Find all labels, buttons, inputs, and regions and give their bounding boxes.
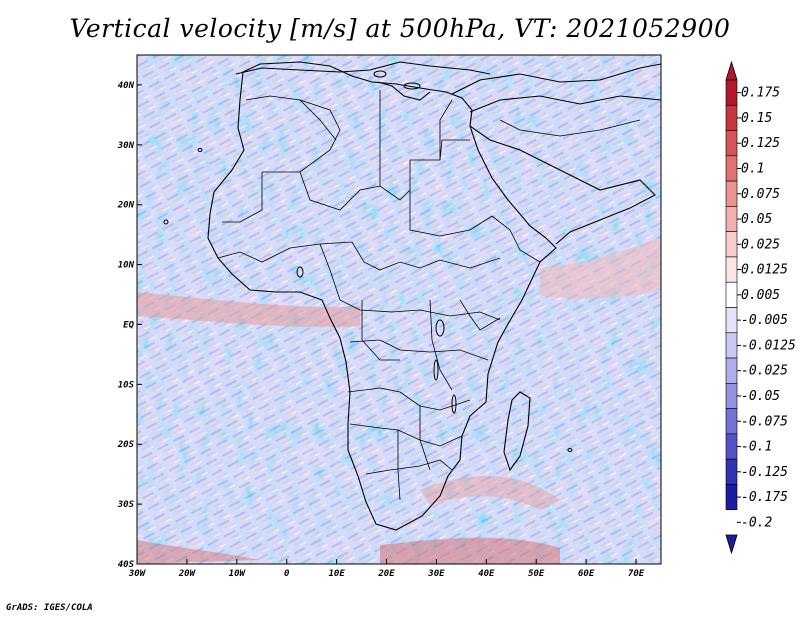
lat-tick-label: 30N <box>117 141 135 151</box>
colorbar-swatch <box>725 408 738 435</box>
colorbar-swatch <box>725 180 738 207</box>
country-borders <box>217 90 641 501</box>
colorbar-swatch <box>725 484 738 511</box>
colorbar-label: 0.0125 <box>741 263 788 278</box>
colorbar-label: -0.2 <box>741 515 772 530</box>
colorbar-swatch <box>725 357 738 384</box>
velocity-field <box>137 55 661 564</box>
colorbar-label: 0.005 <box>741 288 780 303</box>
colorbar-swatch <box>725 206 738 232</box>
colorbar-swatch <box>725 332 738 359</box>
lon-tick-label: 30W <box>128 569 147 579</box>
coastlines <box>207 61 661 531</box>
colorbar-top-arrow <box>725 60 738 81</box>
lat-tick-label: 20S <box>117 440 135 450</box>
colorbar-label: -0.05 <box>741 389 780 404</box>
lon-tick-label: 20E <box>377 569 395 579</box>
colorbar-label: 0.025 <box>741 237 780 252</box>
latitude-axis: 40N 30N 20N 10N EQ 10S 20S 30S 40S <box>117 81 142 570</box>
colorbar-swatch <box>725 256 738 283</box>
lon-tick-label: 70E <box>628 569 645 579</box>
lon-tick-label: 0 <box>284 569 290 579</box>
colorbar-label: -0.175 <box>741 490 788 505</box>
colorbar-label: -0.025 <box>741 364 788 379</box>
colorbar-swatch <box>725 155 738 182</box>
lon-tick-label: 10E <box>328 569 345 579</box>
colorbar-swatch <box>725 79 738 106</box>
longitude-axis: 30W 20W 10W 0 10E 20E 30E 40E 50E 60E 70E <box>128 559 645 579</box>
lon-tick-label: 60E <box>578 569 595 579</box>
colorbar-label: -0.1 <box>741 440 772 455</box>
colorbar-label: 0.05 <box>741 212 772 227</box>
colorbar-swatch <box>725 433 738 460</box>
lat-tick-label: 40N <box>118 81 135 91</box>
colorbar-label: -0.0125 <box>741 338 796 353</box>
colorbar-bottom-arrow <box>725 534 738 555</box>
lat-tick-label: EQ <box>123 320 134 330</box>
lon-tick-label: 10W <box>229 569 247 579</box>
colorbar-label: -0.075 <box>741 414 788 429</box>
grads-credit: GrADS: IGES/COLA <box>6 603 93 613</box>
lon-tick-label: 30E <box>427 569 445 579</box>
colorbar: 0.175 0.15 0.125 0.1 0.075 0.05 0.025 0.0125 0.0… <box>725 60 796 555</box>
lat-tick-label: 20N <box>117 201 135 211</box>
colorbar-label: 0.125 <box>741 136 780 151</box>
colorbar-label: -0.125 <box>741 465 788 480</box>
colorbar-swatch <box>725 104 738 131</box>
colorbar-swatch <box>725 281 738 308</box>
colorbar-swatch <box>725 231 738 258</box>
colorbar-label: 0.175 <box>741 86 780 101</box>
lon-tick-label: 40E <box>478 569 495 579</box>
lat-tick-label: 40S <box>118 560 135 570</box>
colorbar-label: 0.15 <box>741 111 772 126</box>
colorbar-label: 0.1 <box>741 161 764 176</box>
colorbar-swatch <box>725 307 738 334</box>
itcz-band <box>137 292 360 328</box>
colorbar-swatch <box>725 458 738 485</box>
plot-frame <box>136 54 662 565</box>
colorbar-swatch <box>725 383 738 409</box>
colorbar-label: -0.005 <box>741 313 788 328</box>
lon-tick-label: 20W <box>178 569 197 579</box>
lon-tick-label: 50E <box>528 569 545 579</box>
colorbar-swatch <box>725 130 738 157</box>
lakes-islands <box>163 70 573 452</box>
colorbar-label: 0.075 <box>741 187 780 202</box>
map-title: Vertical velocity [m/s] at 500hPa, VT: 2… <box>69 14 731 43</box>
lat-tick-label: 10S <box>118 380 135 390</box>
lat-tick-label: 30S <box>117 500 135 510</box>
lat-tick-label: 10N <box>118 261 135 271</box>
